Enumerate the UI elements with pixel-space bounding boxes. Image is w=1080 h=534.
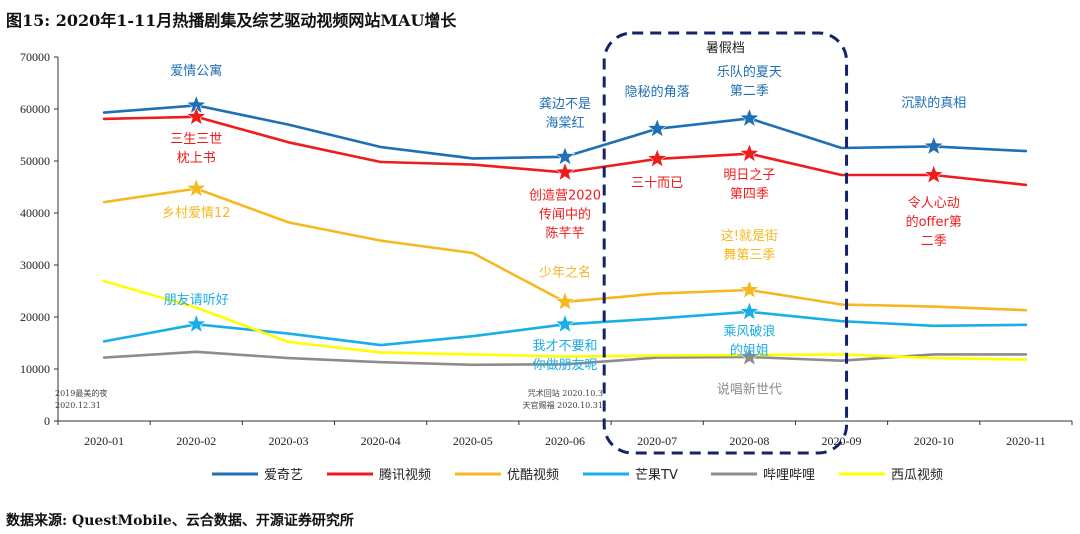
x-tick-label: 2020-02 [176,434,216,448]
x-tick-label: 2020-07 [637,434,677,448]
show-annotation-line: 海棠红 [545,115,584,131]
star-marker [923,164,945,184]
show-annotation: 我才不要和你做朋友呢 [532,339,597,373]
y-tick-label: 50000 [20,154,50,168]
y-tick-label: 30000 [20,258,50,272]
show-annotation-line: 第四季 [730,187,769,202]
show-annotation-line: 说唱新世代 [717,381,782,397]
show-annotation: 说唱新世代 [717,381,782,397]
small-note-line: 咒术回站 2020.10.3 [528,388,603,398]
star-marker [739,279,760,299]
show-annotation-line: 枕上书 [177,151,216,166]
show-annotation: 创造营2020 传闻中的陈芊芊 [529,188,601,241]
show-annotation: 令人心动的offer第二季 [906,196,962,249]
show-annotation-line: 陈芊芊 [545,225,584,241]
show-annotation-line: 舞第三季 [723,248,775,263]
show-annotation-line: 传闻中的 [539,206,591,222]
star-marker [739,107,760,128]
show-annotation-line: 爱情公寓 [170,63,222,79]
star-marker [554,145,576,166]
legend-label: 爱奇艺 [264,467,303,483]
show-annotation-line: 创造营2020 [529,188,601,203]
show-annotation: 三十而已 [631,176,683,191]
star-marker [739,346,760,366]
legend-label: 西瓜视频 [891,468,943,483]
x-tick-label: 2020-06 [545,434,585,448]
summer-highlight-box [602,31,849,455]
small-note-line: 2019最美的夜 [55,388,107,398]
small-note-line: 天官赐福 2020.10.31 [523,400,603,410]
y-tick-label: 10000 [20,362,50,376]
x-tick-label: 2020-05 [453,434,493,448]
star-marker [739,142,760,163]
show-annotation: 三生三世枕上书 [170,132,222,166]
star-marker [185,313,207,334]
x-tick-label: 2020-01 [84,434,124,448]
show-annotation: 少年之名 [539,264,591,280]
small-note: 2019最美的夜 2020.12.31 [55,388,107,410]
show-annotation-line: 三生三世 [170,132,222,147]
show-annotation: 乡村爱情12 [162,206,231,221]
y-tick-label: 70000 [20,50,50,64]
show-annotation-line: 沉默的真相 [901,95,966,111]
star-marker [646,148,668,168]
show-annotation: 朋友请听好 [164,292,229,308]
small-note-line: 2020.12.31 [55,401,101,410]
chart-title: 图15: 2020年1-11月热播剧集及综艺驱动视频网站MAU增长 [6,11,457,30]
show-annotation-line: 这!就是街 [721,228,778,244]
x-tick-label: 2020-04 [361,434,401,448]
legend-label: 哔哩哔哩 [763,468,815,483]
show-annotation: 龚边不是海棠红 [539,97,591,131]
show-annotation-line: 令人心动 [908,196,960,211]
series-line-4 [102,350,1028,367]
star-marker [923,135,945,156]
show-annotation-line: 你做朋友呢 [532,357,597,373]
show-annotation-line: 乐队的夏天 [717,64,782,80]
small-note: 咒术回站 2020.10.3 天官赐福 2020.10.31 [523,388,603,410]
show-annotation-line: 龚边不是 [539,97,591,112]
show-annotation-line: 三十而已 [631,176,683,191]
star-marker [554,291,576,311]
legend-label: 芒果TV [635,467,678,483]
show-annotation: 沉默的真相 [901,95,966,111]
show-annotation-line: 的姐姐 [730,343,769,359]
x-tick-label: 2020-08 [729,434,769,448]
star-marker [554,313,576,334]
data-source-note: 数据来源: QuestMobile、云合数据、开源证券研究所 [6,513,354,529]
show-annotation: 隐秘的角落 [625,84,690,100]
y-tick-label: 60000 [20,102,50,116]
show-annotation-line: 二季 [921,234,947,249]
show-annotation-line: 我才不要和 [532,339,597,354]
y-tick-label: 40000 [20,206,50,220]
show-annotation: 这!就是街舞第三季 [721,228,778,263]
show-annotation: 乐队的夏天第二季 [717,64,782,99]
show-annotation-line: 隐秘的角落 [625,84,690,100]
star-marker [185,177,207,198]
show-annotation: 爱情公寓 [170,63,222,79]
x-tick-label: 2020-03 [268,434,308,448]
show-annotation-line: 少年之名 [539,264,591,280]
summer-highlight-label: 暑假档 [706,41,745,56]
legend-label: 优酷视频 [507,468,559,483]
show-annotation: 明日之子第四季 [723,168,775,202]
show-annotation-line: 乡村爱情12 [162,206,231,221]
star-marker [185,105,207,126]
star-marker [646,117,668,138]
show-annotation-line: 明日之子 [723,168,775,183]
show-annotation-line: 第二季 [730,84,769,99]
y-tick-label: 0 [44,414,50,428]
show-annotation-line: 的offer第 [906,214,962,230]
star-marker [554,161,576,182]
x-tick-label: 2020-10 [914,434,954,448]
x-tick-label: 2020-11 [1006,434,1046,448]
y-tick-label: 20000 [20,310,50,324]
star-marker [739,300,760,321]
show-annotation: 乘风破浪的姐姐 [723,325,775,359]
show-annotation-line: 朋友请听好 [164,292,229,308]
series-line-5 [102,279,1028,361]
x-tick-label: 2020-09 [822,434,862,448]
show-annotation-line: 乘风破浪 [723,325,775,340]
legend-label: 腾讯视频 [379,467,431,483]
